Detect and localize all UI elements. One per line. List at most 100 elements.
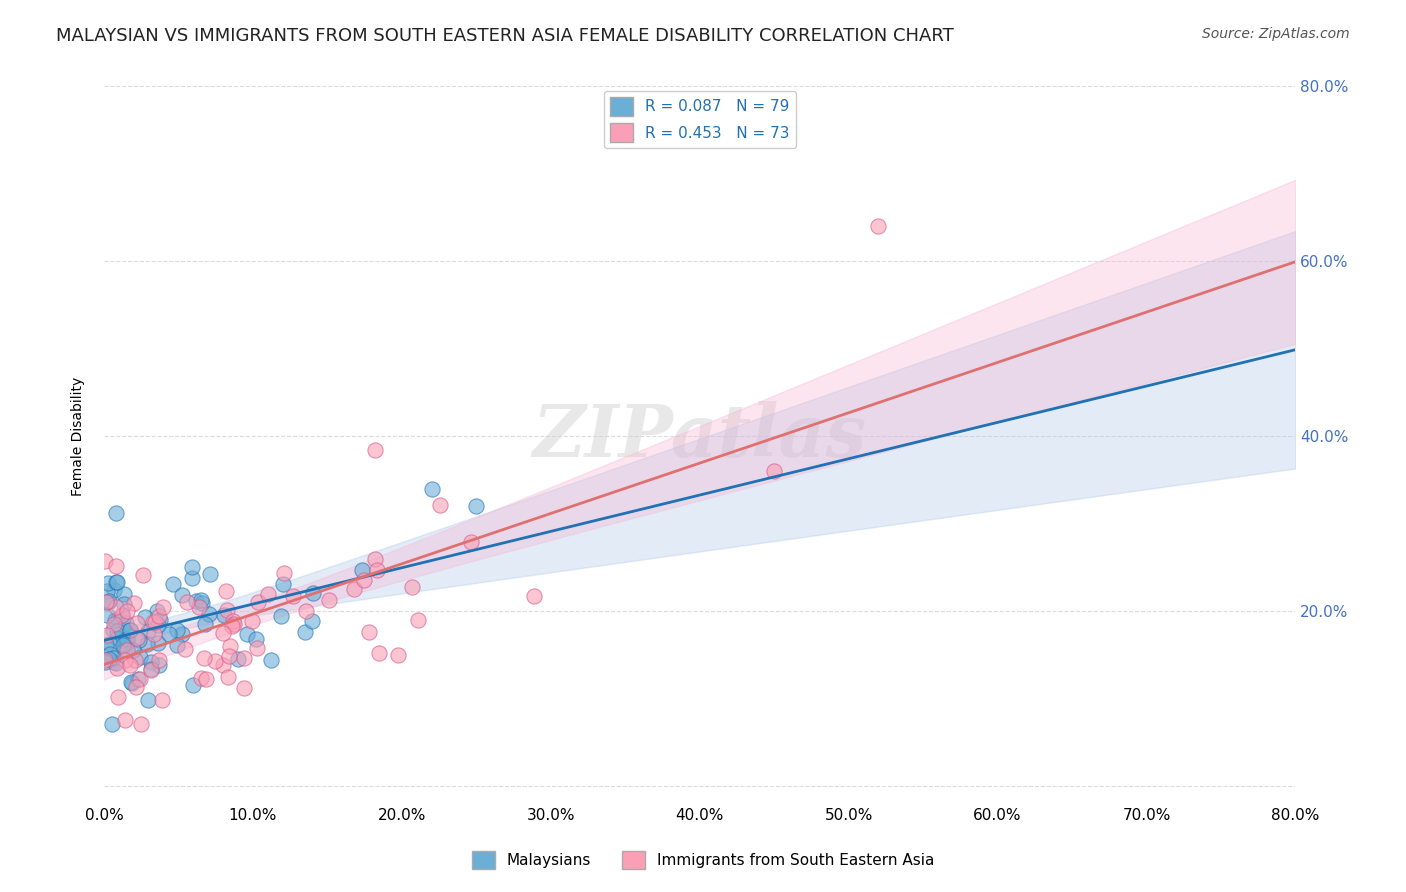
Point — [129, 650, 152, 665]
Point — [221, 614, 243, 628]
Point — [301, 615, 323, 629]
Y-axis label: Female Disability: Female Disability — [72, 376, 86, 496]
Point — [187, 599, 209, 614]
Point — [166, 624, 188, 638]
Point — [195, 672, 218, 686]
Point — [367, 646, 389, 660]
Point — [232, 651, 254, 665]
Point — [157, 627, 180, 641]
Text: MALAYSIAN VS IMMIGRANTS FROM SOUTH EASTERN ASIA FEMALE DISABILITY CORRELATION CH: MALAYSIAN VS IMMIGRANTS FROM SOUTH EASTE… — [56, 27, 955, 45]
Point — [105, 624, 128, 638]
Point — [110, 607, 132, 622]
Point — [236, 627, 259, 641]
Point — [96, 628, 118, 642]
Point — [256, 587, 278, 601]
Point — [122, 643, 145, 657]
Point — [215, 584, 238, 599]
Point — [94, 655, 117, 669]
Point — [212, 658, 235, 673]
Point — [152, 599, 174, 614]
Point — [103, 582, 125, 597]
Point — [122, 596, 145, 610]
Point — [218, 639, 240, 653]
Point — [198, 607, 221, 622]
Point — [246, 641, 269, 656]
Point — [121, 675, 143, 690]
Point — [97, 652, 120, 666]
Point — [136, 624, 159, 639]
Point — [148, 657, 170, 672]
Point — [523, 589, 546, 603]
Point — [465, 499, 488, 513]
Point — [120, 624, 142, 638]
Point — [132, 568, 155, 582]
Point — [120, 623, 142, 637]
Point — [104, 599, 127, 614]
Point — [194, 616, 217, 631]
Point — [105, 574, 128, 589]
Point — [364, 552, 387, 566]
Point — [429, 498, 451, 512]
Point — [172, 626, 194, 640]
Point — [176, 595, 198, 609]
Point — [148, 609, 170, 624]
Point — [245, 632, 267, 646]
Point — [115, 604, 138, 618]
Point — [273, 566, 295, 581]
Point — [125, 681, 148, 695]
Point — [112, 597, 135, 611]
Point — [401, 580, 423, 594]
Point — [190, 671, 212, 685]
Point — [136, 693, 159, 707]
Point — [111, 638, 134, 652]
Point — [233, 681, 256, 695]
Point — [143, 615, 166, 629]
Point — [98, 637, 121, 651]
Point — [191, 596, 214, 610]
Point — [94, 653, 117, 667]
Point — [190, 592, 212, 607]
Point — [226, 652, 249, 666]
Point — [149, 613, 172, 627]
Point — [221, 618, 243, 632]
Point — [103, 617, 125, 632]
Point — [281, 589, 304, 603]
Point — [212, 607, 235, 622]
Point — [103, 656, 125, 670]
Point — [127, 631, 149, 645]
Text: ZIPatlas: ZIPatlas — [533, 401, 866, 472]
Point — [114, 637, 136, 651]
Point — [460, 535, 482, 549]
Point — [150, 692, 173, 706]
Point — [359, 625, 381, 640]
Point — [120, 675, 142, 690]
Point — [204, 654, 226, 668]
Point — [136, 637, 159, 651]
Point — [104, 506, 127, 520]
Point — [273, 577, 295, 591]
Point — [128, 672, 150, 686]
Point — [343, 582, 366, 597]
Point — [763, 464, 786, 478]
Point — [366, 563, 388, 577]
Point — [406, 613, 429, 627]
Point — [139, 662, 162, 676]
Point — [94, 595, 117, 609]
Point — [107, 612, 129, 626]
Point — [134, 610, 156, 624]
Point — [217, 670, 239, 684]
Point — [184, 594, 207, 608]
Point — [301, 586, 323, 600]
Point — [868, 219, 890, 233]
Point — [101, 624, 124, 638]
Point — [193, 651, 215, 665]
Point — [107, 690, 129, 705]
Point — [125, 616, 148, 631]
Point — [173, 642, 195, 657]
Point — [111, 607, 134, 622]
Point — [148, 636, 170, 650]
Point — [96, 607, 118, 622]
Point — [181, 678, 204, 692]
Point — [129, 716, 152, 731]
Point — [142, 615, 165, 629]
